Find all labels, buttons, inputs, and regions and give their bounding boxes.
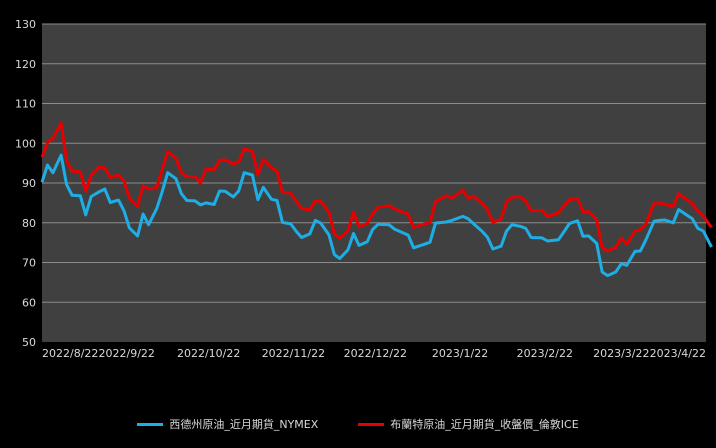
legend-item-wti: 西德州原油_近月期貨_NYMEX: [137, 416, 318, 432]
x-tick-label: 2022/8/22: [42, 347, 98, 360]
legend-swatch-wti: [137, 422, 164, 426]
y-tick-label: 60: [22, 296, 36, 309]
x-tick-label: 2023/1/22: [432, 347, 488, 360]
wti-series-line: [40, 153, 713, 278]
y-tick-label: 120: [15, 58, 36, 71]
x-tick-label: 2023/4/22: [650, 347, 706, 360]
x-axis-ticks: 2022/8/22 2022/9/22 2022/10/22 2022/11/22 20…: [42, 347, 706, 360]
x-tick-label: 2022/10/22: [177, 347, 240, 360]
series-lines: [40, 121, 713, 278]
legend-label-brent: 布蘭特原油_近月期貨_收盤價_倫敦ICE: [390, 418, 579, 431]
y-tick-label: 70: [22, 257, 36, 270]
legend-item-brent: 布蘭特原油_近月期貨_收盤價_倫敦ICE: [358, 416, 579, 432]
legend-swatch-brent: [358, 422, 385, 426]
y-tick-label: 130: [15, 18, 36, 31]
x-tick-label: 2022/9/22: [99, 347, 155, 360]
x-tick-label: 2022/12/22: [344, 347, 407, 360]
brent-series-line: [40, 121, 713, 253]
y-tick-label: 100: [15, 137, 36, 150]
y-tick-label: 50: [22, 336, 36, 349]
y-tick-label: 80: [22, 217, 36, 230]
x-tick-label: 2023/3/22: [593, 347, 649, 360]
legend: 西德州原油_近月期貨_NYMEX 布蘭特原油_近月期貨_收盤價_倫敦ICE: [0, 414, 716, 434]
y-tick-label: 90: [22, 177, 36, 190]
x-tick-label: 2023/2/22: [517, 347, 573, 360]
y-axis-ticks: 50 60 70 80 90 100 110 120 130: [15, 18, 36, 349]
gridlines: [42, 23, 706, 303]
y-tick-label: 110: [15, 98, 36, 111]
x-tick-label: 2022/11/22: [262, 347, 325, 360]
legend-label-wti: 西德州原油_近月期貨_NYMEX: [169, 418, 319, 431]
